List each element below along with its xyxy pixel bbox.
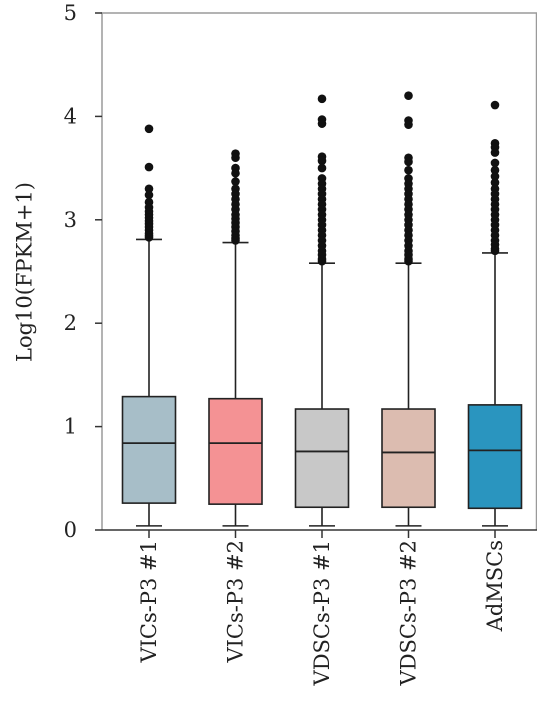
y-tick-label: 0 <box>64 518 77 542</box>
x-category-label: VDSCs-P3 #2 <box>397 540 421 686</box>
outlier-point <box>490 246 500 256</box>
outlier-point <box>404 91 413 101</box>
outlier-point <box>490 172 500 181</box>
outlier-point <box>317 256 327 266</box>
outlier-point <box>404 120 413 129</box>
outlier-point <box>231 168 240 178</box>
y-tick-label: 1 <box>64 415 77 439</box>
box <box>381 408 436 509</box>
y-tick-label: 3 <box>64 208 77 232</box>
outlier-point <box>144 184 154 194</box>
outlier-point <box>231 153 240 163</box>
y-tick-label: 2 <box>64 311 77 335</box>
outlier-point <box>144 162 154 172</box>
outlier-point <box>490 178 500 187</box>
x-category-label: VICs-P3 #2 <box>224 540 248 664</box>
outlier-point <box>317 119 327 128</box>
outlier-point <box>490 165 500 175</box>
box <box>208 397 263 505</box>
outlier-point <box>317 94 327 104</box>
box <box>467 404 523 510</box>
y-tick-label: 5 <box>64 1 77 25</box>
x-category-label: VDSCs-P3 #1 <box>310 540 334 686</box>
outlier-point <box>144 233 154 242</box>
y-tick-label: 4 <box>64 104 77 128</box>
outlier-point <box>404 256 413 266</box>
outlier-point <box>490 100 500 110</box>
plot-area: 0 1 2 3 4 5 VICs-P3 #1 VICs-P3 #2 VDSCs-P3 #1 VDS… <box>64 1 537 686</box>
box <box>121 395 177 504</box>
outlier-point <box>404 157 413 167</box>
y-axis-title: Log10(FPKM+1) <box>13 182 37 362</box>
outlier-point <box>490 158 500 168</box>
outlier-point <box>317 163 327 173</box>
outlier-point <box>404 165 413 175</box>
x-category-label: VICs-P3 #1 <box>137 540 161 664</box>
outlier-point <box>317 156 327 166</box>
outlier-point <box>490 148 500 157</box>
outlier-point <box>231 236 240 245</box>
outlier-point <box>144 124 154 134</box>
x-category-label: AdMSCs <box>483 540 507 632</box>
box <box>294 408 350 509</box>
outlier-point <box>231 177 240 186</box>
outlier-point <box>144 190 154 200</box>
